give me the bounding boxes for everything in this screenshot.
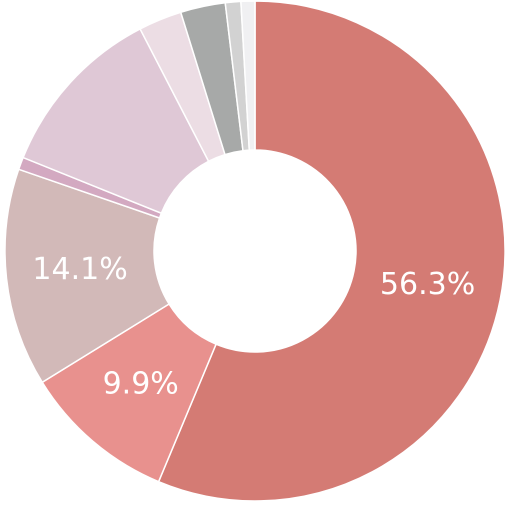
donut-segment — [240, 0, 256, 151]
donut-segment — [157, 0, 506, 502]
donut-segment — [4, 168, 171, 384]
data-label: 56.3% — [380, 267, 475, 302]
data-label: 9.9% — [103, 366, 179, 401]
donut-segment — [22, 27, 210, 215]
data-label: 14.1% — [32, 252, 127, 287]
